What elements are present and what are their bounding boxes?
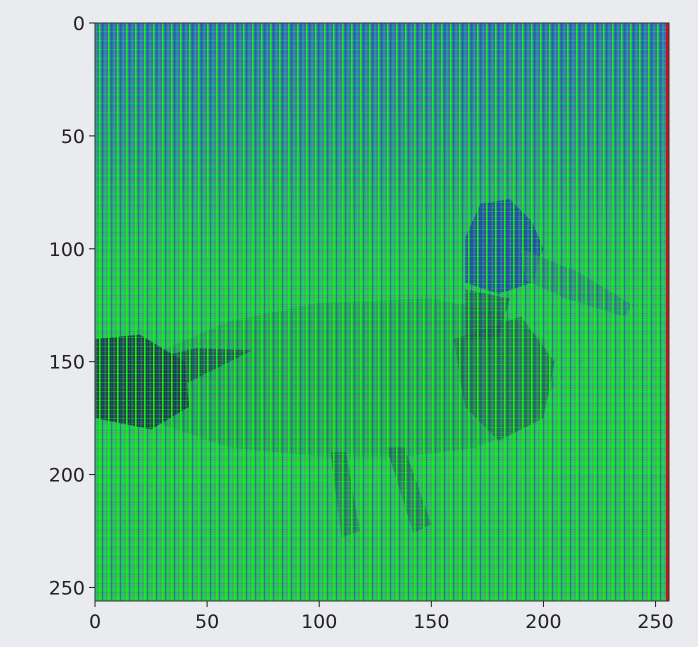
image-column-stripes [95, 23, 669, 601]
x-tick-label: 100 [301, 611, 337, 633]
image-right-edge [666, 23, 669, 601]
x-axis: 0 50 100 150 200 250 [89, 601, 674, 633]
y-axis: 0 50 100 150 200 250 [49, 13, 95, 599]
x-tick-label: 150 [413, 611, 449, 633]
y-tick-label: 0 [73, 13, 85, 35]
x-tick-label: 200 [525, 611, 561, 633]
x-tick-label: 250 [637, 611, 673, 633]
x-tick-label: 50 [195, 611, 219, 633]
y-tick-label: 250 [49, 577, 85, 599]
y-tick-label: 150 [49, 352, 85, 374]
y-tick-label: 50 [61, 126, 85, 148]
y-tick-label: 200 [49, 465, 85, 487]
axes-frame [94, 22, 670, 602]
y-tick-label: 100 [49, 239, 85, 261]
x-tick-label: 0 [89, 611, 101, 633]
image-pixels [95, 23, 669, 601]
